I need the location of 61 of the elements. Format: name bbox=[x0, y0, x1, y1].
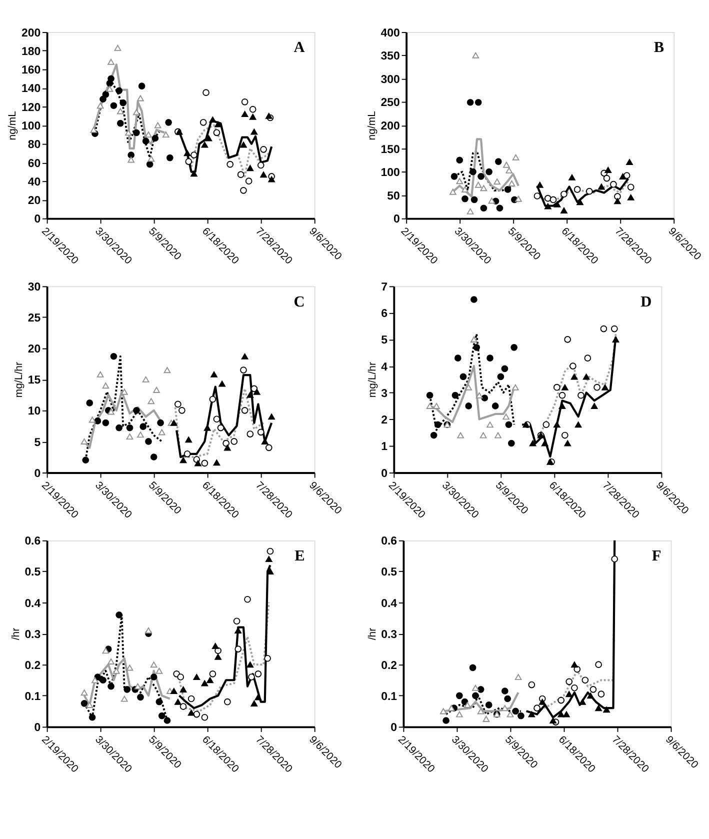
y-axis-title: ng/mL bbox=[366, 110, 378, 140]
y-tick-label: 0.1 bbox=[381, 690, 398, 703]
y-tick-label: 0.3 bbox=[381, 628, 398, 641]
y-tick-label: 0.6 bbox=[381, 536, 398, 548]
y-tick-label: 0 bbox=[390, 722, 398, 734]
y-tick-label: 200 bbox=[22, 27, 41, 40]
y-axis-title: mg/L/hr bbox=[366, 362, 378, 398]
y-tick-label: 180 bbox=[22, 46, 41, 58]
y-tick-label: 25 bbox=[28, 312, 42, 325]
y-tick-label: 250 bbox=[380, 97, 400, 110]
y-tick-label: 80 bbox=[28, 139, 41, 152]
y-tick-label: 40 bbox=[28, 176, 41, 188]
y-tick-label: 0.4 bbox=[24, 598, 42, 610]
y-tick-label: 160 bbox=[22, 64, 41, 77]
y-tick-label: 0 bbox=[381, 468, 388, 480]
y-tick-label: 350 bbox=[380, 50, 400, 63]
annotation: E bbox=[294, 547, 305, 564]
y-tick-label: 0.6 bbox=[24, 536, 41, 548]
y-tick-label: 10 bbox=[28, 406, 41, 418]
y-tick-label: 200 bbox=[380, 120, 400, 132]
y-tick-label: 20 bbox=[28, 195, 41, 208]
y-tick-label: 0 bbox=[34, 722, 41, 734]
y-tick-label: 20 bbox=[28, 344, 41, 356]
y-tick-label: 300 bbox=[380, 74, 400, 86]
y-tick-label: 0 bbox=[34, 214, 41, 226]
y-tick-label: 2 bbox=[381, 414, 388, 427]
y-tick-label: 0.1 bbox=[24, 690, 42, 703]
y-tick-label: 1 bbox=[381, 441, 388, 454]
y-axis-title: mg/L/hr bbox=[13, 362, 26, 398]
y-tick-label: 400 bbox=[380, 27, 400, 40]
y-tick-label: 7 bbox=[381, 282, 388, 294]
y-tick-label: 30 bbox=[28, 282, 41, 294]
y-tick-label: 60 bbox=[28, 158, 41, 170]
y-axis-title: /hr bbox=[10, 627, 22, 640]
annotation: D bbox=[640, 293, 652, 310]
y-tick-label: 100 bbox=[380, 167, 400, 180]
y-tick-label: 5 bbox=[34, 436, 42, 449]
y-axis-title: /hr bbox=[366, 627, 378, 640]
y-tick-label: 0.3 bbox=[24, 628, 41, 641]
y-tick-label: 140 bbox=[22, 83, 41, 96]
y-tick-label: 150 bbox=[380, 144, 400, 156]
y-tick-label: 100 bbox=[22, 120, 41, 132]
y-tick-label: 0.2 bbox=[24, 660, 41, 672]
y-tick-label: 120 bbox=[22, 102, 41, 114]
y-axis-title: ng/mL bbox=[6, 110, 19, 140]
y-tick-label: 3 bbox=[381, 388, 388, 400]
y-tick-label: 0.2 bbox=[381, 660, 398, 672]
annotation: F bbox=[652, 547, 662, 564]
y-tick-label: 0.5 bbox=[24, 566, 42, 579]
y-tick-label: 0.5 bbox=[381, 566, 398, 579]
y-tick-label: 6 bbox=[381, 308, 388, 320]
annotation: C bbox=[294, 293, 305, 310]
annotation: B bbox=[654, 39, 664, 56]
y-tick-label: 0 bbox=[394, 214, 400, 226]
y-tick-label: 0.4 bbox=[381, 598, 398, 610]
y-tick-label: 50 bbox=[387, 190, 400, 202]
y-tick-label: 5 bbox=[381, 334, 388, 347]
y-tick-label: 15 bbox=[28, 374, 42, 387]
annotation: A bbox=[294, 39, 305, 56]
y-tick-label: 4 bbox=[381, 361, 388, 374]
y-tick-label: 0 bbox=[34, 468, 41, 480]
